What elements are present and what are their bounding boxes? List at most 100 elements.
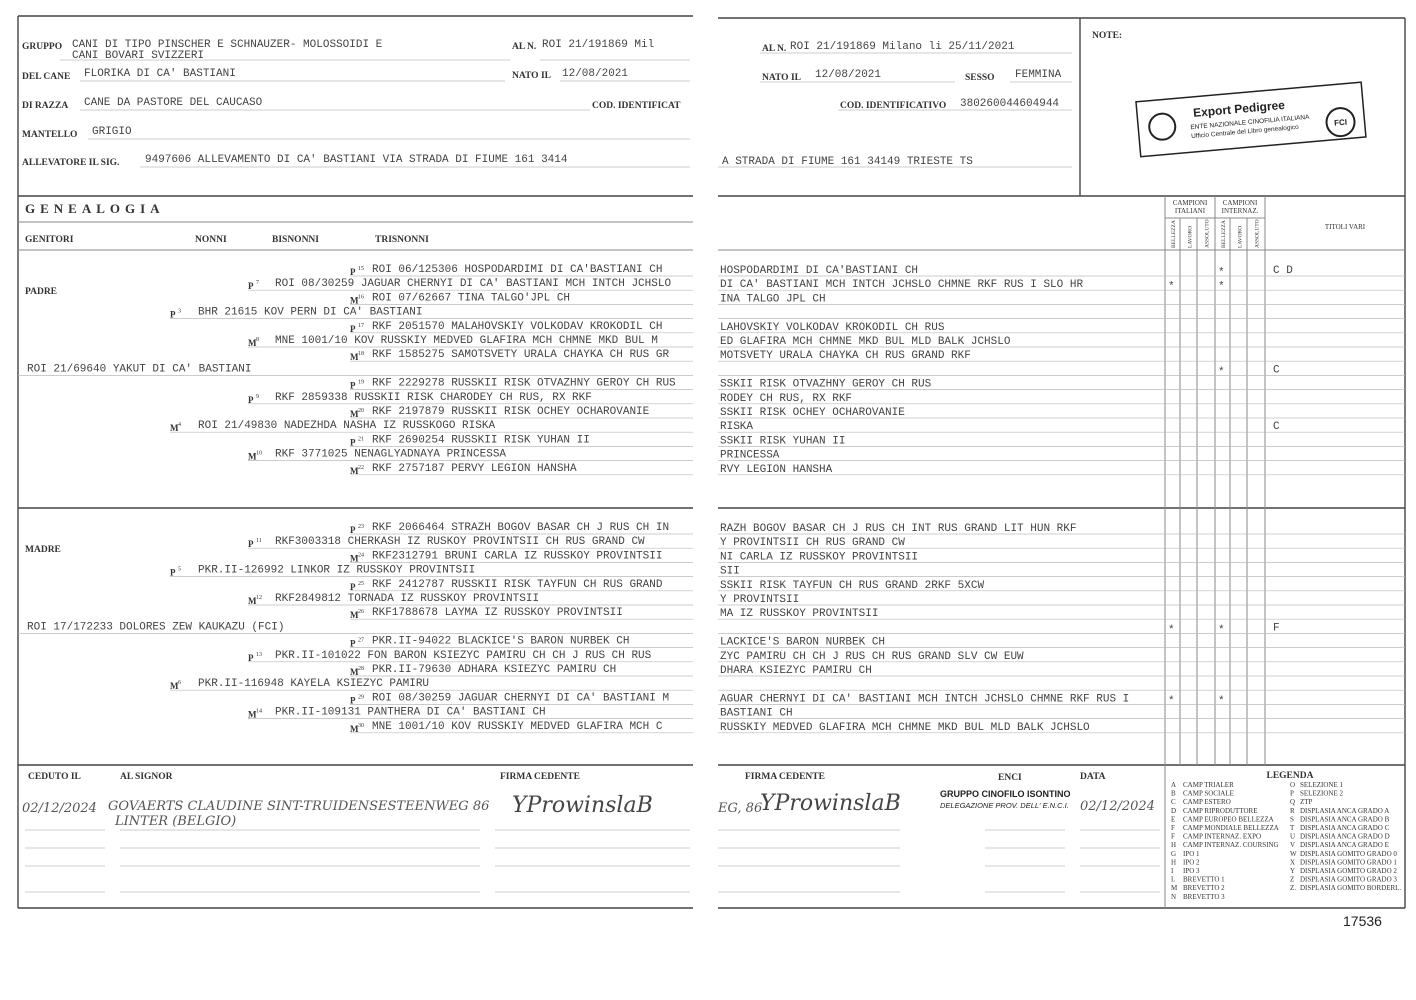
pedigree-entry: ROI 21/49830 NADEZHDA NASHA IZ RUSSKOGO … [198,420,495,432]
pedigree-continuation: RVY LEGION HANSHA [720,464,833,476]
row-sign: M [350,724,359,734]
pedigree-continuation: INA TALGO JPL CH [720,293,826,305]
header-field: AL N. [762,44,786,54]
pedigree-entry: PKR.II-116948 KAYELA KSIEZYC PAMIRU [198,678,429,690]
header-field: 12/08/2021 [815,69,881,81]
legend-key: Y [1290,867,1295,875]
pedigree-continuation: Y PROVINTSII CH RUS GRAND CW [720,537,905,549]
header-field: COD. IDENTIFICATIVO [840,101,946,111]
campioni-mark: * [1218,624,1225,636]
titoli-mark: C [1273,364,1280,376]
right-page-frame [718,17,1406,909]
row-sign: P [350,639,356,649]
row-sign: P [248,281,254,291]
header-field: CANI BOVARI SVIZZERI [72,50,204,62]
legend-key: F [1171,824,1175,832]
signature: YProwinslaB [760,791,901,816]
campioni-column: ASSOLUTO [1254,219,1260,248]
legend-key: B [1171,790,1176,798]
handwritten-address: EG, 86 [717,801,762,816]
row-sign-number: 8 [256,337,259,343]
row-sign: M [350,553,359,563]
legend-key: X [1290,858,1295,866]
campioni-mark: * [1218,281,1225,293]
pedigree-continuation: ED GLAFIRA MCH CHMNE MKD BUL MLD BALK JC… [720,336,1011,348]
header-field: NATO IL [762,73,801,83]
column-header: NONNI [195,235,227,245]
campioni-column: LAVORO [1238,226,1244,248]
legend-key: H [1171,858,1176,866]
legend-text: BREVETTO 1 [1183,876,1225,884]
footer-label: CEDUTO IL [28,772,81,782]
header-field: DI RAZZA [22,101,68,111]
pedigree-entry: RKF2849812 TORNADA IZ RUSSKOY PROVINTSII [275,593,539,605]
pedigree-entry: RKF 2051570 MALAHOVSKIY VOLKODAV KROKODI… [372,321,662,333]
legend-key: O [1290,781,1295,789]
campioni-mark: * [1218,366,1225,378]
row-sign-number: 30 [358,723,364,729]
pedigree-entry: PKR.II-79630 ADHARA KSIEZYC PAMIRU CH [372,664,616,676]
pedigree-entry: BHR 21615 KOV PERN DI CA' BASTIANI [198,307,422,319]
column-header: BISNONNI [272,235,319,245]
footer-label: ENCI [998,773,1022,783]
legend-text: CAMP SOCIALE [1183,790,1234,798]
column-header: GENITORI [25,235,74,245]
row-sign-number: 27 [358,638,364,644]
pedigree-continuation: HOSPODARDIMI DI CA'BASTIANI CH [720,265,918,277]
legend-text: BREVETTO 2 [1183,884,1225,892]
pedigree-entry: RKF 2412787 RUSSKII RISK TAYFUN CH RUS G… [372,579,663,591]
campioni-title: INTERNAZ. [1222,207,1259,215]
stamp-frame [1135,81,1367,158]
pedigree-entry: RKF 2859338 RUSSKII RISK CHARODEY CH RUS… [275,392,592,404]
pedigree-entry: PKR.II-101022 FON BARON KSIEZYC PAMIRU C… [275,650,652,662]
pedigree-entry: RKF 3771025 NENAGLYADNAYA PRINCESSA [275,449,506,461]
footer-label: AL SIGNOR [120,772,173,782]
row-sign: M [170,681,179,691]
header-field: ALLEVATORE IL SIG. [22,158,119,168]
titoli-mark: F [1273,622,1280,634]
campioni-column: BELLEZZA [1171,220,1177,248]
pedigree-entry: PKR.II-126992 LINKOR IZ RUSSKOY PROVINTS… [198,565,475,577]
legend-text: DISPLASIA ANCA GRADO E [1300,841,1389,849]
legend-text: DISPLASIA GOMITO GRADO 2 [1300,867,1397,875]
row-sign-number: 12 [256,595,262,601]
legend-text: CAMP RIPRODUTTORE [1183,807,1257,815]
campioni-column: BELLEZZA [1221,220,1227,248]
row-sign-number: 16 [358,294,364,300]
row-sign: M [350,466,359,476]
row-sign: M [248,338,257,348]
pedigree-continuation: SSKII RISK YUHAN II [720,435,845,447]
legend-text: IPO 2 [1183,858,1200,866]
legend-key: Z. [1290,884,1296,892]
row-sign: M [170,423,179,433]
handwritten-name: GOVAERTS CLAUDINE SINT-TRUIDENSESTEENWEG… [108,799,489,814]
pedigree-entry: RKF 2066464 STRAZH BOGOV BASAR CH J RUS … [372,522,669,534]
legend-text: CAMP EUROPEO BELLEZZA [1183,815,1274,823]
stamp-line: DELEGAZIONE PROV. DELL' E.N.C.I. [940,801,1069,810]
legend-key: Q [1290,798,1295,806]
header-field: 380260044604944 [960,98,1059,110]
pedigree-continuation: SSKII RISK TAYFUN CH RUS GRAND 2RKF 5XCW [720,580,984,592]
campioni-mark: * [1168,281,1175,293]
header-field: ROI 21/191869 Milano li 25/11/2021 [790,41,1015,53]
header-field: FEMMINA [1015,69,1062,81]
titoli-mark: C D [1273,265,1293,277]
legend-text: DISPLASIA ANCA GRADO A [1300,807,1389,815]
legend-text: SELEZIONE 1 [1300,781,1343,789]
header-field: SESSO [965,73,995,83]
pedigree-continuation: DHARA KSIEZYC PAMIRU CH [720,665,872,677]
row-sign: P [170,310,176,320]
header-field: FLORIKA DI CA' BASTIANI [84,68,236,80]
header-field: NATO IL [512,71,551,81]
legend-text: IPO 3 [1183,867,1200,875]
row-sign-number: 14 [256,709,262,715]
titoli-mark: C [1273,421,1280,433]
legend-key: D [1171,807,1176,815]
pedigree-entry: ROI 08/30259 JAGUAR CHERNYI DI CA' BASTI… [275,278,671,290]
legend-key: Z [1290,876,1294,884]
pedigree-entry: RKF 2757187 PERVY LEGION HANSHA [372,463,577,475]
row-sign: P [350,695,356,705]
header-field: AL N. [512,42,536,52]
row-sign: P [350,324,356,334]
row-sign-number: 25 [358,581,364,587]
